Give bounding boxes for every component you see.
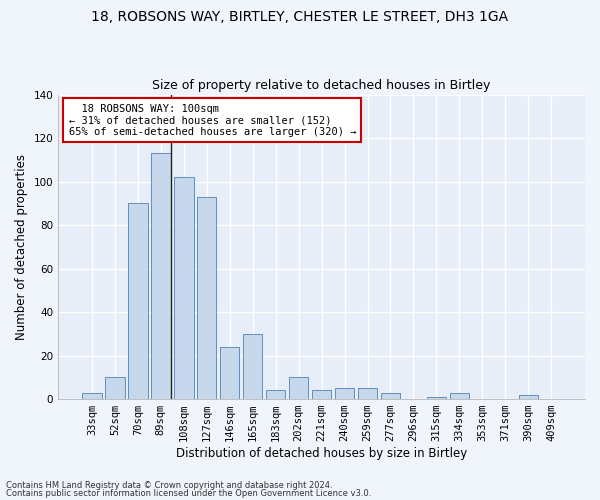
Y-axis label: Number of detached properties: Number of detached properties: [15, 154, 28, 340]
Bar: [266, 390, 286, 399]
Bar: [220, 347, 239, 399]
Bar: [289, 378, 308, 399]
Title: Size of property relative to detached houses in Birtley: Size of property relative to detached ho…: [152, 79, 491, 92]
Text: 18 ROBSONS WAY: 100sqm
← 31% of detached houses are smaller (152)
65% of semi-de: 18 ROBSONS WAY: 100sqm ← 31% of detached…: [69, 104, 356, 137]
Bar: [381, 392, 400, 399]
Text: 18, ROBSONS WAY, BIRTLEY, CHESTER LE STREET, DH3 1GA: 18, ROBSONS WAY, BIRTLEY, CHESTER LE STR…: [91, 10, 509, 24]
Bar: [518, 394, 538, 399]
X-axis label: Distribution of detached houses by size in Birtley: Distribution of detached houses by size …: [176, 447, 467, 460]
Text: Contains public sector information licensed under the Open Government Licence v3: Contains public sector information licen…: [6, 488, 371, 498]
Bar: [128, 204, 148, 399]
Bar: [82, 392, 101, 399]
Text: Contains HM Land Registry data © Crown copyright and database right 2024.: Contains HM Land Registry data © Crown c…: [6, 481, 332, 490]
Bar: [427, 397, 446, 399]
Bar: [358, 388, 377, 399]
Bar: [151, 154, 170, 399]
Bar: [243, 334, 262, 399]
Bar: [312, 390, 331, 399]
Bar: [174, 177, 194, 399]
Bar: [335, 388, 355, 399]
Bar: [197, 197, 217, 399]
Bar: [449, 392, 469, 399]
Bar: [105, 378, 125, 399]
